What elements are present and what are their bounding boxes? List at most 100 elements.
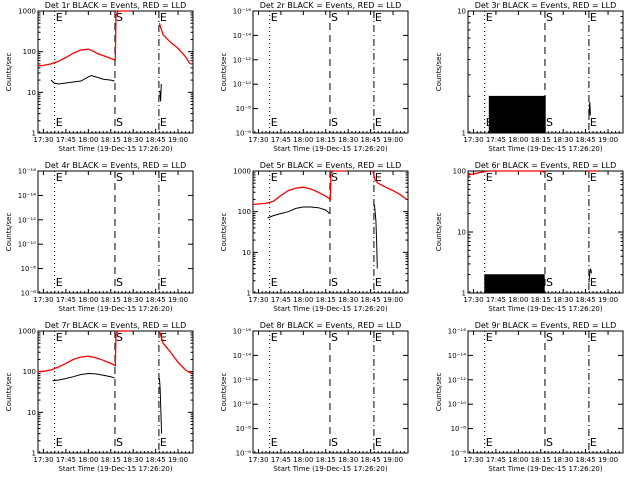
marker-label-bottom: E — [375, 276, 382, 289]
marker-label-top: S — [116, 11, 123, 24]
x-tick-label: 18:45 — [576, 136, 596, 144]
plot-title: Det 6r BLACK = Events, RED = LLD — [475, 161, 617, 170]
marker-label-top: E — [375, 331, 382, 344]
x-tick-label: 18:30 — [123, 136, 143, 144]
y-tick-label: 100 — [23, 368, 36, 376]
plot-title: Det 2r BLACK = Events, RED = LLD — [260, 1, 402, 10]
events-series-main — [52, 372, 115, 382]
marker-label-bottom: E — [271, 116, 278, 129]
marker-label-bottom: S — [331, 276, 338, 289]
events-series-main — [50, 74, 115, 85]
y-axis-label: Counts/sec — [435, 213, 443, 252]
y-tick-label: 10⁻¹² — [18, 216, 36, 224]
x-tick-label: 19:00 — [168, 136, 188, 144]
marker-label-bottom: E — [375, 116, 382, 129]
x-tick-label: 18:00 — [293, 456, 313, 464]
events-series-post — [159, 83, 162, 102]
panel-det-4r: Det 4r BLACK = Events, RED = LLD 17:30 17:… — [5, 161, 194, 313]
panel-det-9r: Det 9r BLACK = Events, RED = LLD 17:30 17:… — [435, 321, 624, 473]
marker-label-top: E — [486, 11, 493, 24]
y-tick-label: 10⁻¹⁴ — [233, 32, 251, 40]
y-tick-label: 1 — [247, 290, 251, 298]
y-tick-label: 10⁻¹⁶ — [233, 8, 251, 16]
x-tick-label: 17:45 — [271, 296, 291, 304]
marker-label-top: S — [116, 331, 123, 344]
marker-label-bottom: S — [546, 436, 553, 449]
x-tick-label: 18:00 — [508, 136, 528, 144]
y-axis-label: Counts/sec — [220, 373, 228, 412]
y-tick-label: 10⁻¹⁶ — [18, 168, 36, 176]
y-tick-label: 100 — [238, 208, 251, 216]
x-tick-label: 18:15 — [531, 136, 551, 144]
marker-label-top: E — [486, 171, 493, 184]
y-axis-label: Counts/sec — [5, 53, 13, 92]
marker-label-top: S — [546, 331, 553, 344]
x-tick-label: 17:45 — [56, 136, 76, 144]
x-tick-label: 18:15 — [316, 136, 336, 144]
marker-label-bottom: S — [546, 116, 553, 129]
y-tick-label: 10 — [27, 409, 36, 417]
x-tick-label: 18:45 — [146, 296, 166, 304]
y-tick-label: 1000 — [233, 168, 251, 176]
plot-frame — [37, 10, 194, 134]
x-tick-label: 18:30 — [123, 296, 143, 304]
x-tick-label: 17:30 — [33, 296, 53, 304]
y-tick-label: 1000 — [18, 8, 36, 16]
x-tick-label: 18:30 — [553, 296, 573, 304]
y-tick-label: 10⁻⁸ — [21, 265, 37, 273]
x-axis-label: Start Time (19-Dec-15 17:26:20) — [58, 465, 172, 473]
x-tick-label: 19:00 — [168, 296, 188, 304]
x-tick-label: 18:45 — [146, 456, 166, 464]
marker-label-bottom: E — [56, 116, 63, 129]
marker-label-top: S — [116, 171, 123, 184]
x-tick-label: 17:45 — [271, 136, 291, 144]
x-tick-label: 17:45 — [56, 296, 76, 304]
marker-label-top: E — [590, 171, 597, 184]
plot-frame — [37, 330, 194, 454]
x-tick-label: 18:30 — [338, 136, 358, 144]
plot-title: Det 8r BLACK = Events, RED = LLD — [260, 321, 402, 330]
x-tick-label: 18:30 — [338, 296, 358, 304]
marker-label-bottom: S — [331, 436, 338, 449]
marker-label-top: E — [160, 171, 167, 184]
marker-label-bottom: E — [56, 436, 63, 449]
y-tick-label: 1 — [32, 450, 36, 458]
x-tick-label: 18:00 — [293, 296, 313, 304]
panel-det-1r: Det 1r BLACK = Events, RED = LLD 17:30 17:… — [5, 1, 194, 153]
x-tick-label: 17:30 — [248, 456, 268, 464]
marker-label-bottom: E — [271, 276, 278, 289]
marker-label-top: E — [271, 11, 278, 24]
x-tick-label: 18:00 — [78, 136, 98, 144]
x-tick-label: 17:30 — [33, 136, 53, 144]
marker-label-top: E — [160, 331, 167, 344]
y-tick-label: 10⁻¹⁶ — [448, 328, 466, 336]
panel-det-3r: Det 3r BLACK = Events, RED = LLD 17:30 17:… — [435, 1, 624, 153]
plot-title: Det 9r BLACK = Events, RED = LLD — [475, 321, 617, 330]
marker-label-top: S — [331, 331, 338, 344]
marker-label-bottom: E — [160, 436, 167, 449]
x-tick-label: 19:00 — [598, 456, 618, 464]
plot-frame — [37, 170, 194, 294]
x-axis-label: Start Time (19-Dec-15 17:26:20) — [273, 145, 387, 153]
marker-label-bottom: E — [590, 276, 597, 289]
marker-label-top: S — [546, 11, 553, 24]
panel-det-7r: Det 7r BLACK = Events, RED = LLD 17:30 17:… — [5, 321, 194, 473]
y-tick-label: 1 — [462, 290, 466, 298]
y-tick-label: 10⁻¹⁶ — [233, 328, 251, 336]
x-tick-label: 18:45 — [576, 456, 596, 464]
marker-label-bottom: E — [590, 436, 597, 449]
events-series-post — [373, 204, 378, 269]
events-series-count-noise — [484, 274, 545, 294]
x-tick-label: 18:15 — [531, 296, 551, 304]
x-tick-label: 18:30 — [338, 456, 358, 464]
events-series-post — [588, 268, 593, 283]
y-tick-label: 10⁻⁸ — [236, 105, 252, 113]
marker-label-bottom: S — [546, 276, 553, 289]
marker-label-bottom: E — [486, 436, 493, 449]
x-tick-label: 17:30 — [33, 456, 53, 464]
x-tick-label: 18:15 — [101, 136, 121, 144]
y-tick-label: 100 — [453, 168, 466, 176]
plot-frame — [252, 170, 409, 294]
marker-label-bottom: S — [116, 116, 123, 129]
panel-det-8r: Det 8r BLACK = Events, RED = LLD 17:30 17:… — [220, 321, 409, 473]
